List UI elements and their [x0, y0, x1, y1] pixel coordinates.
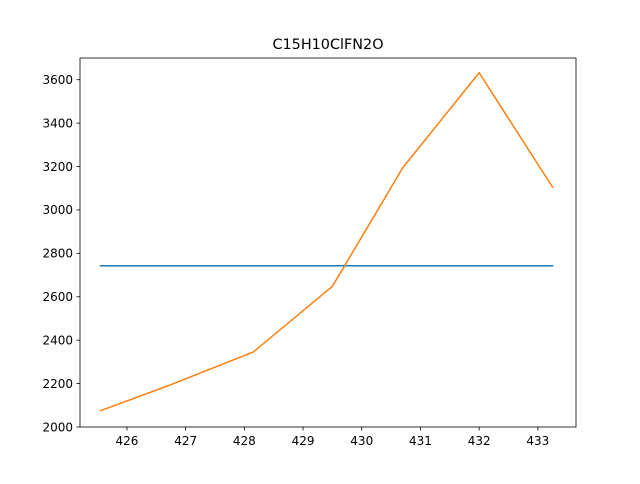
y-tick-label: 2600	[42, 290, 73, 304]
y-tick-label: 3200	[42, 160, 73, 174]
x-tick-label: 433	[526, 434, 549, 448]
x-tick-label: 427	[174, 434, 197, 448]
axes-layer: 426 427 428 429 430 431 432 433 2000 2200 2400 2600…	[42, 57, 577, 448]
y-tick-label: 3600	[42, 73, 73, 87]
y-tick-label: 2200	[42, 377, 73, 391]
plot-frame	[79, 57, 577, 428]
series-line-2	[99, 72, 554, 412]
x-tick-label: 426	[116, 434, 139, 448]
x-tick-label: 431	[409, 434, 432, 448]
x-tick-label: 428	[233, 434, 256, 448]
x-tick-label: 430	[350, 434, 373, 448]
y-tick-label: 3000	[42, 203, 73, 217]
chart-title: C15H10ClFN2O	[272, 37, 383, 53]
y-tick-label: 2800	[42, 247, 73, 261]
series-layer	[99, 72, 554, 412]
y-tick-label: 2000	[42, 420, 73, 434]
x-tick-label: 429	[292, 434, 315, 448]
x-tick-label: 432	[468, 434, 491, 448]
y-tick-label: 3400	[42, 116, 73, 130]
y-tick-label: 2400	[42, 333, 73, 347]
